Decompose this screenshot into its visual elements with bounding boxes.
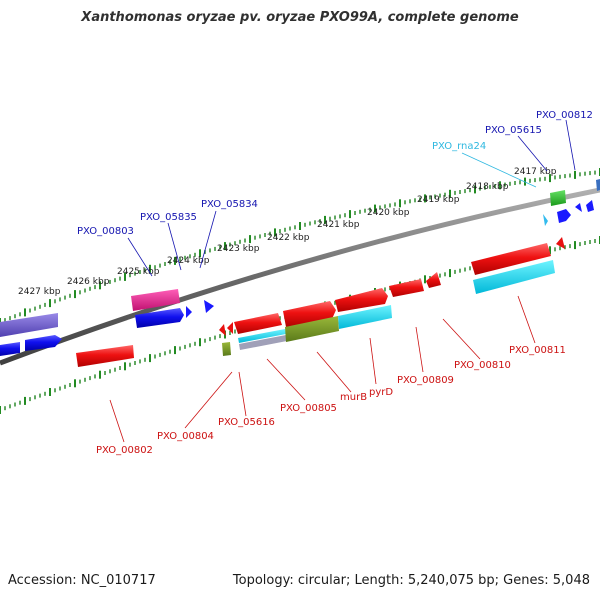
gene-feature[interactable]	[426, 272, 441, 288]
map-title: Xanthomonas oryzae pv. oryzae PXO99A, co…	[81, 10, 519, 25]
gene-feature[interactable]	[238, 329, 286, 343]
accession-text: Accession: NC_010717	[8, 573, 156, 588]
gene-feature[interactable]	[25, 335, 62, 351]
feature-label-pxo-00805[interactable]: PXO_00805	[280, 403, 337, 414]
scale-labels: 2427 kbp 2426 kbp 2425 kbp 2424 kbp 2423 kbp…	[18, 167, 557, 297]
feature-label-pxo-00811[interactable]: PXO_00811	[509, 345, 566, 356]
feature-label-pxo-00812[interactable]: PXO_00812	[536, 110, 593, 121]
gene-feature[interactable]	[335, 288, 388, 312]
kbp-scale-label: 2424 kbp	[167, 256, 210, 266]
kbp-scale-label: 2423 kbp	[217, 244, 260, 254]
kbp-scale-label: 2420 kbp	[367, 208, 410, 218]
gene-feature[interactable]	[204, 300, 214, 313]
gene-feature[interactable]	[234, 313, 282, 334]
gene-feature[interactable]	[575, 203, 582, 212]
kbp-scale-label: 2425 kbp	[117, 267, 160, 277]
top-feature-labels: PXO_00803 PXO_05835 PXO_05834 PXO_rna24 …	[77, 110, 593, 237]
gene-feature[interactable]	[285, 316, 339, 342]
gene-feature[interactable]	[550, 190, 566, 206]
kbp-scale-label: 2427 kbp	[18, 287, 61, 297]
feature-label-pxo-05834[interactable]: PXO_05834	[201, 199, 258, 210]
gene-feature[interactable]	[557, 209, 571, 223]
gene-feature[interactable]	[471, 243, 551, 275]
kbp-scale-label: 2421 kbp	[317, 220, 360, 230]
gene-feature[interactable]	[556, 237, 565, 249]
feature-label-pxo-rna24[interactable]: PXO_rna24	[432, 141, 486, 152]
gene-feature[interactable]	[222, 342, 231, 356]
kbp-scale-label: 2419 kbp	[417, 195, 460, 205]
feature-label-pxo-00809[interactable]: PXO_00809	[397, 375, 454, 386]
gene-feature[interactable]	[473, 260, 555, 294]
features	[0, 179, 600, 367]
kbp-scale-label: 2418 kbp	[466, 182, 509, 192]
scale-ticks-top	[0, 168, 600, 326]
gene-feature[interactable]	[586, 200, 594, 212]
feature-label-pxo-00810[interactable]: PXO_00810	[454, 360, 511, 371]
kbp-scale-label: 2422 kbp	[267, 233, 310, 243]
genome-backbone	[0, 187, 600, 366]
gene-feature[interactable]	[338, 305, 392, 329]
gene-feature[interactable]	[227, 322, 233, 334]
gene-feature[interactable]	[219, 324, 226, 336]
gene-feature[interactable]	[596, 179, 600, 191]
gene-feature[interactable]	[0, 313, 58, 337]
feature-label-pxo-05615[interactable]: PXO_05615	[485, 125, 542, 136]
gene-feature[interactable]	[543, 214, 548, 226]
feature-label-murb[interactable]: murB	[340, 392, 367, 403]
feature-label-pyrd[interactable]: pyrD	[369, 387, 393, 398]
gene-feature[interactable]	[0, 342, 20, 356]
gene-feature[interactable]	[389, 279, 424, 297]
kbp-scale-label: 2426 kbp	[67, 277, 110, 287]
kbp-scale-label: 2417 kbp	[514, 167, 557, 177]
gene-feature[interactable]	[131, 289, 180, 311]
gene-feature[interactable]	[135, 308, 184, 328]
bottom-feature-labels: PXO_00802 PXO_00804 PXO_05616 PXO_00805 …	[96, 345, 566, 456]
feature-label-pxo-05616[interactable]: PXO_05616	[218, 417, 275, 428]
feature-label-pxo-05835[interactable]: PXO_05835	[140, 212, 197, 223]
feature-label-pxo-00804[interactable]: PXO_00804	[157, 431, 214, 442]
feature-label-pxo-00802[interactable]: PXO_00802	[96, 445, 153, 456]
genome-summary-text: Topology: circular; Length: 5,240,075 bp…	[232, 573, 590, 588]
label-leaders	[109, 119, 576, 443]
gene-feature[interactable]	[76, 345, 134, 367]
gene-feature[interactable]	[239, 335, 287, 350]
feature-label-pxo-00803[interactable]: PXO_00803	[77, 226, 134, 237]
gene-feature[interactable]	[186, 306, 192, 318]
